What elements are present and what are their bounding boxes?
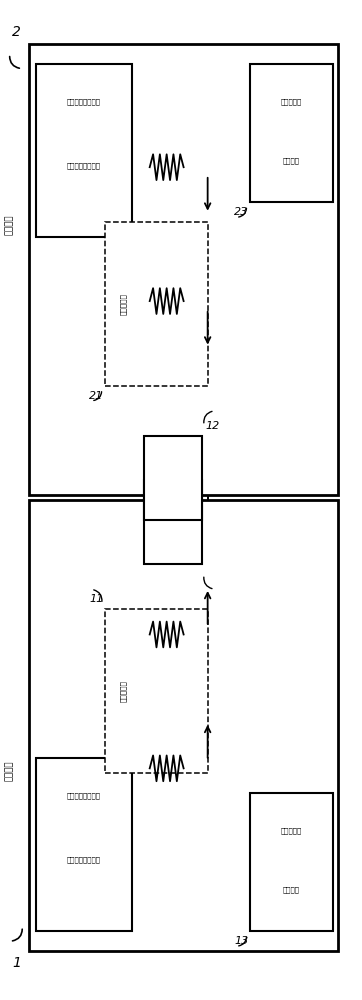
Text: 第一主板的: 第一主板的 xyxy=(281,827,302,834)
Text: 基板管理控制器或: 基板管理控制器或 xyxy=(67,792,101,799)
Bar xyxy=(29,44,338,495)
Text: 第一主板: 第一主板 xyxy=(5,760,14,781)
Text: 12: 12 xyxy=(206,421,220,431)
Text: 系统电源: 系统电源 xyxy=(283,886,300,893)
Text: 第一反相器: 第一反相器 xyxy=(119,680,126,702)
Bar xyxy=(144,480,202,564)
Text: 23: 23 xyxy=(234,207,248,217)
Text: 第二反相器: 第二反相器 xyxy=(119,293,126,315)
Bar xyxy=(29,500,338,951)
Bar xyxy=(36,758,132,931)
Text: 11: 11 xyxy=(89,594,104,604)
Text: 第一连接器: 第一连接器 xyxy=(163,474,184,481)
Bar xyxy=(36,64,132,237)
Text: 21: 21 xyxy=(89,391,104,401)
Bar xyxy=(144,436,202,520)
Bar xyxy=(105,609,208,773)
Bar xyxy=(250,793,333,931)
Text: 复杂可编程逻辑器: 复杂可编程逻辑器 xyxy=(67,857,101,863)
Text: 22: 22 xyxy=(206,584,220,594)
Text: 13: 13 xyxy=(234,936,248,946)
Text: 第二主板: 第二主板 xyxy=(5,214,14,235)
Text: 系统电源: 系统电源 xyxy=(283,158,300,164)
Text: 第二连接器: 第二连接器 xyxy=(163,519,184,526)
Text: 基板管理控制器或: 基板管理控制器或 xyxy=(67,98,101,105)
Text: 复杂可编程逻辑器: 复杂可编程逻辑器 xyxy=(67,163,101,169)
Bar xyxy=(250,64,333,202)
Text: 2: 2 xyxy=(12,25,21,39)
Text: 第二主板的: 第二主板的 xyxy=(281,98,302,105)
Text: 1: 1 xyxy=(12,956,21,970)
Bar xyxy=(105,222,208,386)
